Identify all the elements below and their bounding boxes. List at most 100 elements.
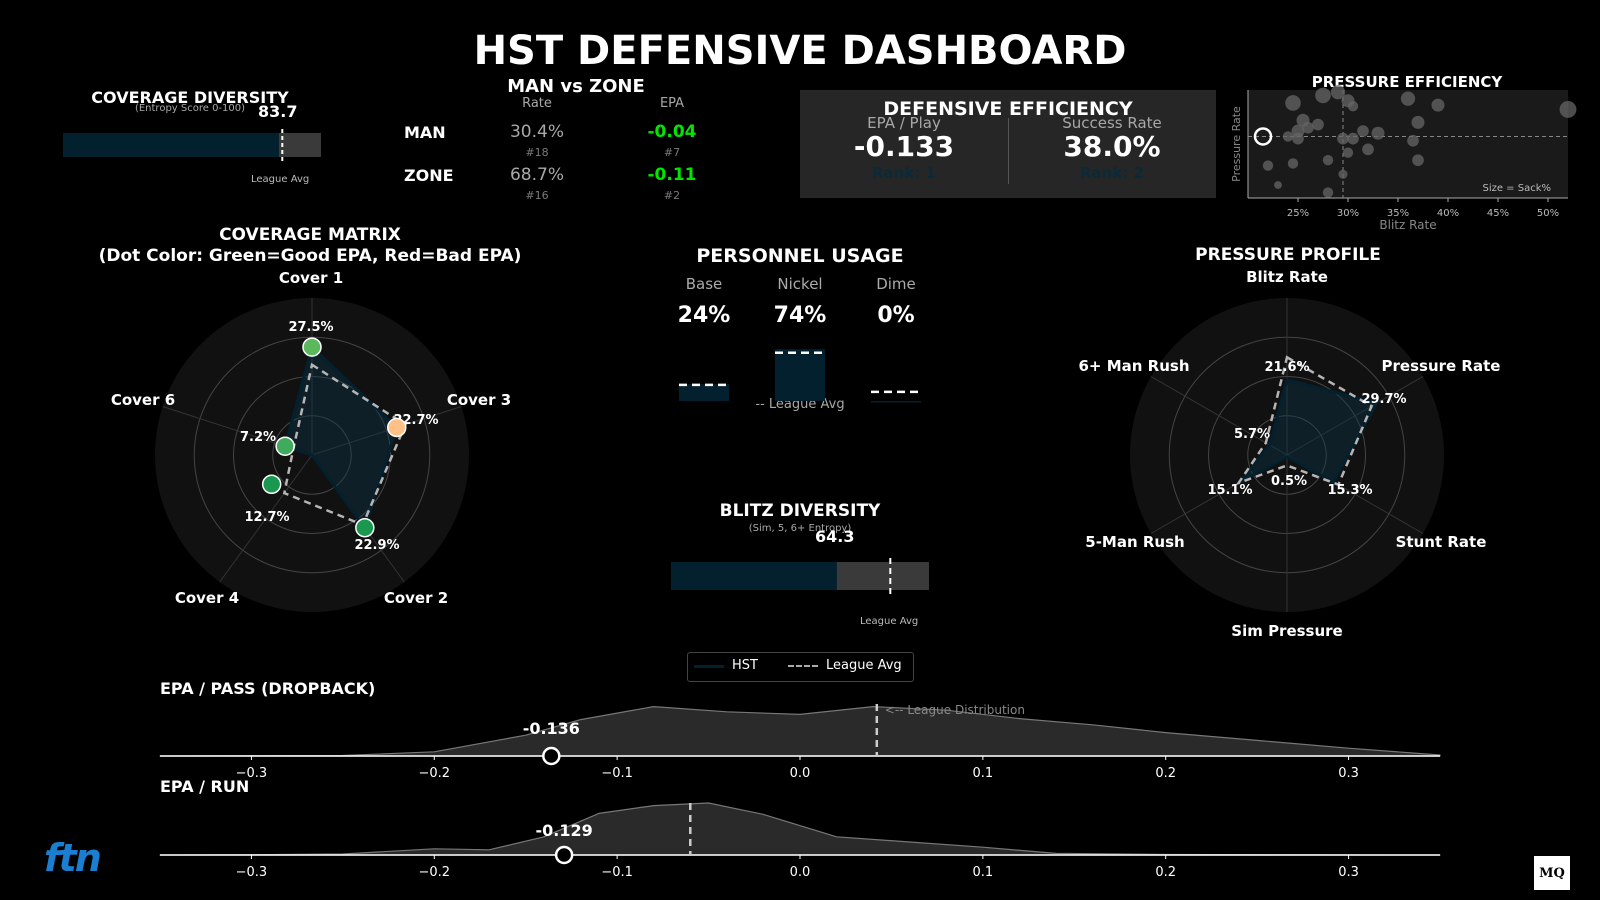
man-rate: 30.4% <box>509 122 564 142</box>
pressure-efficiency-point-19 <box>1431 98 1445 112</box>
pressure-efficiency-point-23 <box>1322 155 1334 166</box>
blitz-diversity-subtitle: (Sim, 5, 6+ Entropy) <box>748 523 852 534</box>
pressure-profile-spoke-5 <box>1150 376 1288 456</box>
personnel-category-base: Base <box>686 275 723 293</box>
epa-run-team-point <box>554 845 574 865</box>
legend-league-label: League Avg <box>826 658 902 673</box>
pressure-profile-axis-blitz-rate: Blitz Rate <box>1246 268 1328 286</box>
coverage-matrix-axis-cover-1: Cover 1 <box>279 269 343 287</box>
personnel-value-dime: 0% <box>877 303 914 328</box>
man-zone-rate-header: Rate <box>522 96 552 111</box>
epa-pass-tick-2: −0.1 <box>601 766 633 781</box>
pressure-efficiency-point-21 <box>1262 160 1274 171</box>
pressure-efficiency-point-26 <box>1322 187 1334 198</box>
legend-team-label: HST <box>732 658 758 673</box>
pressure-efficiency-xtick-3: 40% <box>1437 208 1459 219</box>
pressure-efficiency-team-point <box>1253 127 1273 146</box>
radar-legend: HST League Avg <box>687 652 914 682</box>
coverage-matrix-title: COVERAGE MATRIX <box>219 225 401 245</box>
zone-rate: 68.7% <box>509 165 564 185</box>
pressure-profile-title: PRESSURE PROFILE <box>1195 245 1381 265</box>
coverage-matrix-dot-4 <box>275 436 295 457</box>
epa-play-label: EPA / Play <box>867 114 941 132</box>
pressure-profile-spoke-1 <box>1286 376 1424 456</box>
coverage-matrix-axis-cover-2: Cover 2 <box>384 589 448 607</box>
pressure-efficiency-point-10 <box>1337 132 1349 145</box>
epa-run-tick-1: −0.2 <box>418 865 450 880</box>
personnel-bar-dime <box>871 401 921 403</box>
coverage-diversity-league-label: League Avg <box>251 174 310 185</box>
pressure-profile-value-2: 15.3% <box>1327 483 1372 498</box>
man-zone-title: MAN vs ZONE <box>507 76 645 97</box>
pressure-profile-value-0: 21.6% <box>1264 360 1309 375</box>
pressure-efficiency-xtick-2: 35% <box>1387 208 1409 219</box>
personnel-category-nickel: Nickel <box>777 275 822 293</box>
coverage-matrix-value-extra: 12.7% <box>244 510 289 525</box>
personnel-usage-title: PERSONNEL USAGE <box>696 245 904 267</box>
pressure-efficiency-point-24 <box>1338 169 1348 179</box>
pressure-efficiency-point-27 <box>1347 132 1359 145</box>
pressure-efficiency-point-15 <box>1400 91 1416 106</box>
blitz-diversity-league-label: League Avg <box>860 616 919 627</box>
coverage-matrix-dot-1 <box>386 417 407 438</box>
pressure-efficiency-point-0 <box>1285 95 1301 111</box>
pressure-efficiency-point-25 <box>1274 181 1282 189</box>
coverage-matrix-axis-cover-4: Cover 4 <box>175 589 239 607</box>
pressure-efficiency-plot-bg <box>1248 90 1568 198</box>
pressure-profile-axis-5-man-rush: 5-Man Rush <box>1085 533 1184 551</box>
pressure-efficiency-point-16 <box>1411 115 1425 129</box>
pressure-profile-value-3: 0.5% <box>1271 474 1307 489</box>
zone-rate-rank: #16 <box>525 189 549 202</box>
coverage-matrix-team-polygon <box>283 344 399 531</box>
pressure-efficiency-xtick-1: 30% <box>1337 208 1359 219</box>
coverage-diversity-fill <box>63 133 279 157</box>
epa-pass-team-point <box>542 746 561 766</box>
ftn-logo: ftn <box>44 836 102 880</box>
man-zone-epa-header: EPA <box>659 96 685 111</box>
pressure-efficiency-point-3 <box>1282 131 1294 142</box>
zone-epa-rank: #2 <box>663 189 681 202</box>
epa-pass-team-label: -0.136 <box>523 719 580 738</box>
man-rate-rank: #18 <box>525 146 549 159</box>
epa-run-tick-3: 0.0 <box>790 865 811 880</box>
mq-logo: MQ <box>1534 856 1570 890</box>
personnel-category-dime: Dime <box>876 275 916 293</box>
pressure-profile-axis-stunt-rate: Stunt Rate <box>1396 533 1487 551</box>
coverage-matrix-spoke-3 <box>219 454 313 583</box>
defensive-efficiency-divider <box>1008 118 1009 184</box>
zone-label: ZONE <box>404 166 454 185</box>
legend-league-swatch <box>788 665 818 667</box>
pressure-profile-value-5: 5.7% <box>1234 427 1270 442</box>
epa-play-rank: Rank: 1 <box>872 164 936 182</box>
coverage-diversity-title: COVERAGE DIVERSITY <box>91 88 289 107</box>
zone-epa: -0.11 <box>647 165 697 185</box>
pressure-efficiency-point-13 <box>1371 126 1385 140</box>
epa-run-title: EPA / RUN <box>160 777 250 796</box>
pressure-efficiency-xtick-5: 50% <box>1537 208 1559 219</box>
coverage-matrix-dot-2 <box>355 517 375 538</box>
coverage-matrix-value-0: 27.5% <box>288 320 333 335</box>
pressure-efficiency-title: PRESSURE EFFICIENCY <box>1312 73 1504 91</box>
man-label: MAN <box>404 123 446 142</box>
personnel-value-nickel: 74% <box>774 303 827 328</box>
personnel-value-base: 24% <box>678 303 731 328</box>
pressure-efficiency-point-18 <box>1412 154 1424 167</box>
pressure-efficiency-point-6 <box>1315 87 1331 104</box>
coverage-matrix-subtitle: (Dot Color: Green=Good EPA, Red=Bad EPA) <box>98 246 522 266</box>
pressure-profile-axis-6-man-rush: 6+ Man Rush <box>1078 357 1189 375</box>
coverage-matrix-league-polygon <box>282 362 407 527</box>
epa-pass-tick-3: 0.0 <box>790 766 811 781</box>
epa-run-density <box>159 802 1441 856</box>
epa-run-tick-0: −0.3 <box>236 865 268 880</box>
pressure-efficiency-ylabel: Pressure Rate <box>1230 106 1243 182</box>
coverage-matrix-axis-cover-6: Cover 6 <box>111 391 175 409</box>
page-title: HST DEFENSIVE DASHBOARD <box>473 28 1127 74</box>
defensive-efficiency-title: DEFENSIVE EFFICIENCY <box>883 98 1133 120</box>
success-rate-value: 38.0% <box>1063 130 1161 163</box>
pressure-efficiency-point-2 <box>1302 121 1314 134</box>
pressure-profile-value-4: 15.1% <box>1207 483 1252 498</box>
pressure-profile-axis-pressure-rate: Pressure Rate <box>1382 357 1501 375</box>
personnel-bar-base <box>679 384 729 401</box>
coverage-matrix-axis-cover-3: Cover 3 <box>447 391 511 409</box>
epa-pass-tick-1: −0.2 <box>418 766 450 781</box>
